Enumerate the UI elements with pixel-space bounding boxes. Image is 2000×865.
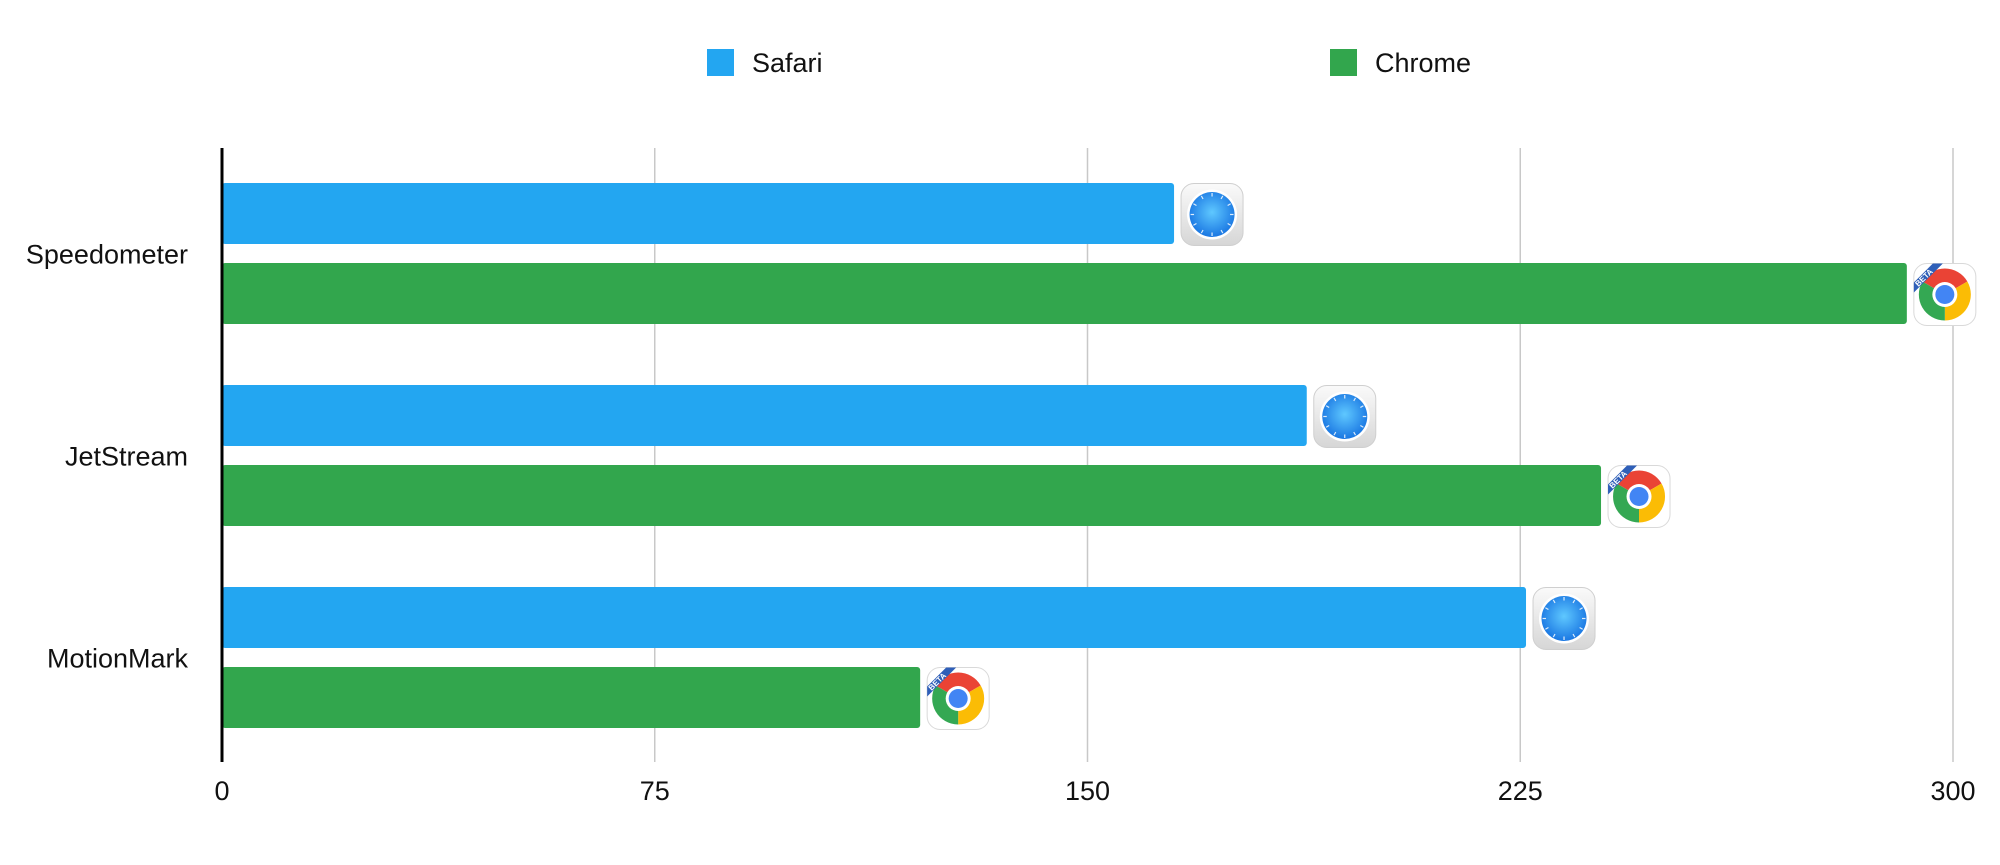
safari-icon [1313, 385, 1377, 448]
bar-safari-jetstream [222, 385, 1307, 446]
legend-swatch-safari [707, 49, 734, 76]
chrome-beta-icon: BETA [1913, 263, 1977, 326]
category-label: JetStream [65, 442, 188, 472]
gridlines [654, 148, 1954, 762]
x-axis-ticks: 0 75 150 225 300 [214, 776, 1975, 806]
legend-label-safari: Safari [752, 48, 823, 78]
x-tick-label: 225 [1498, 776, 1543, 806]
category-label: MotionMark [47, 644, 189, 674]
bars [222, 183, 1907, 728]
bar-chrome-speedometer [222, 263, 1907, 324]
chrome-beta-icon: BETA [926, 667, 990, 730]
x-tick-label: 150 [1065, 776, 1110, 806]
bar-safari-speedometer [222, 183, 1175, 244]
category-label: Speedometer [26, 240, 188, 270]
safari-icon [1532, 587, 1596, 650]
bar-chrome-jetstream [222, 465, 1602, 526]
bar-end-icons: BETA BETA BETA [926, 183, 1977, 730]
legend: Safari Chrome [707, 48, 1471, 78]
x-tick-label: 0 [214, 776, 229, 806]
legend-swatch-chrome [1330, 49, 1357, 76]
chrome-beta-icon: BETA [1607, 465, 1671, 528]
legend-label-chrome: Chrome [1375, 48, 1471, 78]
bar-chrome-motionmark [222, 667, 921, 728]
safari-icon [1180, 183, 1244, 246]
category-labels: Speedometer JetStream MotionMark [26, 240, 189, 674]
x-tick-label: 75 [640, 776, 670, 806]
bar-safari-motionmark [222, 587, 1527, 648]
x-tick-label: 300 [1930, 776, 1975, 806]
